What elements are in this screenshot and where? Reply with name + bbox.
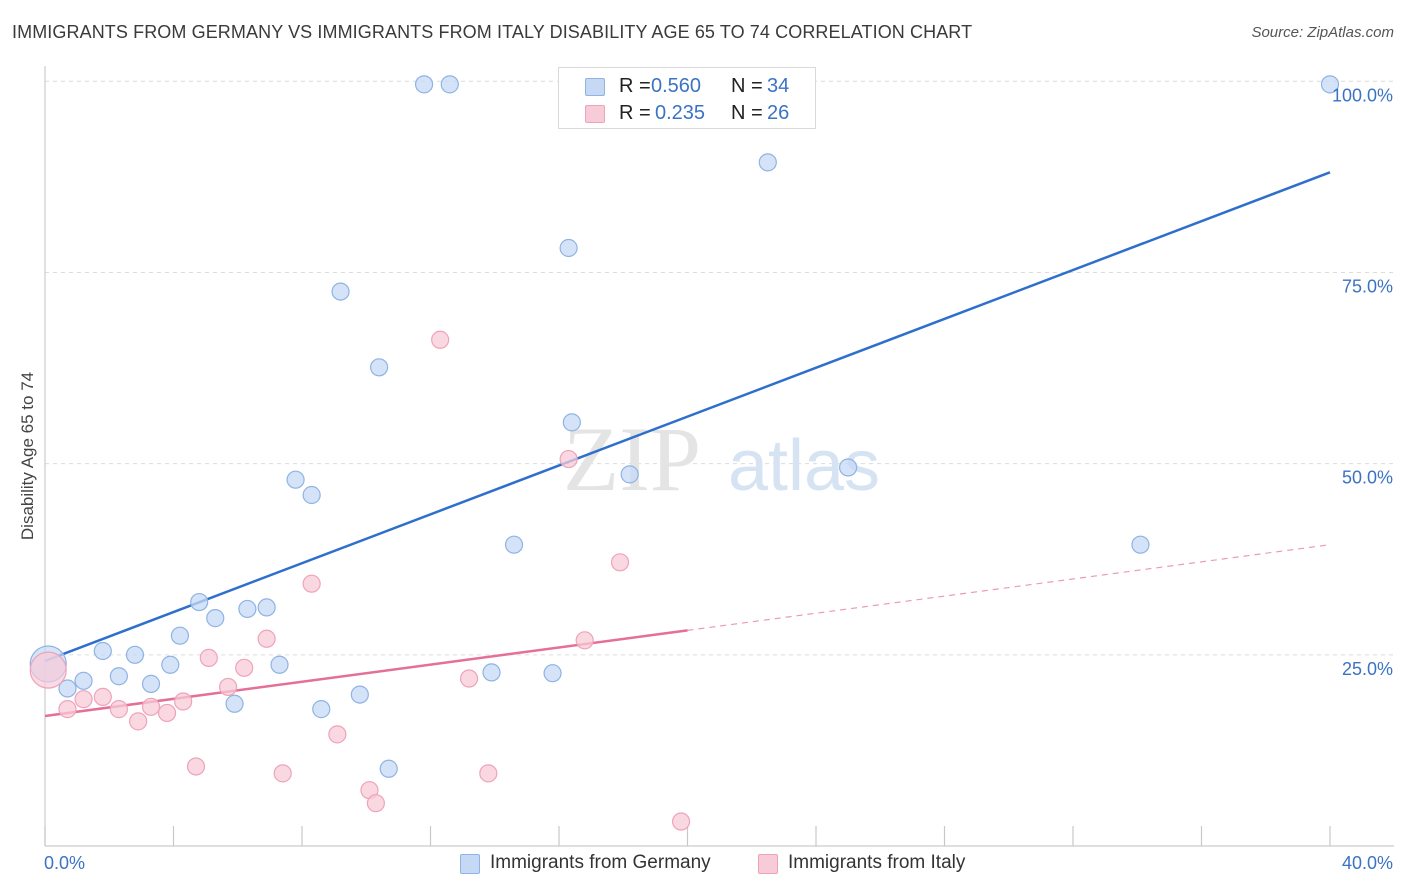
germany-point	[93, 641, 112, 661]
germany-point	[559, 238, 578, 258]
italy-n-label: N =	[731, 102, 763, 124]
germany-point	[206, 609, 225, 628]
italy-n-value: 26	[767, 102, 790, 124]
correlation-legend: R = 0.560 N = 34 R = 0.235 N = 26	[558, 67, 816, 129]
axis-layer	[44, 66, 1394, 847]
italy-point	[575, 631, 594, 650]
italy-point	[29, 651, 67, 689]
italy-point	[186, 757, 206, 776]
italy-point	[366, 794, 385, 813]
italy-point	[328, 725, 347, 744]
germany-r-value: 0.560	[651, 75, 702, 97]
italy-point	[174, 692, 193, 711]
italy-r-value: 0.235	[655, 102, 706, 124]
point-layer	[29, 75, 1340, 831]
germany-point	[270, 655, 289, 674]
germany-point	[1131, 535, 1150, 554]
italy-legend-label: Immigrants from Italy	[788, 852, 966, 873]
x-tick-label: 40.0%	[1342, 853, 1393, 873]
italy-point	[459, 669, 479, 688]
germany-r-label: R =	[619, 75, 651, 97]
y-tick-label: 75.0%	[1342, 276, 1393, 296]
italy-point	[141, 697, 161, 716]
germany-point	[58, 679, 77, 698]
italy-point	[93, 687, 112, 706]
italy-point	[671, 812, 691, 831]
italy-point	[559, 449, 578, 469]
italy-point	[157, 703, 177, 723]
x-tick-label: 0.0%	[44, 853, 85, 873]
germany-point	[312, 700, 331, 719]
tick-label-layer: 25.0% 50.0% 75.0% 100.0% 0.0% 40.0%	[44, 85, 1393, 873]
italy-point	[273, 764, 292, 783]
germany-swatch	[585, 78, 605, 96]
germany-point	[74, 671, 93, 690]
germany-point	[170, 626, 190, 645]
germany-point	[190, 592, 209, 612]
germany-trend-line	[44, 171, 1331, 663]
italy-point	[302, 574, 321, 593]
y-tick-label: 25.0%	[1342, 659, 1393, 679]
italy-point	[479, 764, 498, 783]
germany-point	[620, 465, 639, 484]
watermark: ZIP atlas	[563, 408, 880, 510]
germany-point	[238, 599, 257, 619]
italy-point	[235, 658, 254, 677]
germany-point	[504, 535, 524, 554]
italy-swatch	[585, 105, 605, 123]
germany-point	[141, 674, 161, 693]
y-tick-label: 50.0%	[1342, 468, 1393, 488]
chart-title: IMMIGRANTS FROM GERMANY VS IMMIGRANTS FR…	[12, 22, 973, 42]
italy-trend-line-extension	[687, 544, 1331, 631]
germany-point	[543, 664, 562, 683]
italy-point	[58, 700, 77, 719]
source-label: Source: ZipAtlas.com	[1251, 24, 1394, 41]
germany-point	[331, 282, 350, 301]
germany-point	[379, 759, 398, 778]
germany-point	[257, 598, 276, 617]
germany-point	[370, 358, 389, 377]
germany-point	[839, 458, 858, 477]
germany-point	[440, 75, 459, 94]
germany-point	[562, 413, 581, 432]
italy-point	[74, 690, 93, 709]
germany-point	[161, 655, 180, 674]
italy-point	[431, 330, 450, 349]
italy-point	[257, 629, 276, 648]
germany-point	[350, 685, 369, 704]
germany-point	[286, 470, 305, 489]
italy-r-label: R =	[619, 102, 651, 124]
italy-point	[109, 700, 128, 719]
grid-layer	[45, 80, 1394, 656]
italy-point	[129, 712, 148, 731]
germany-point	[302, 485, 321, 505]
germany-point	[758, 153, 777, 172]
y-tick-label: 100.0%	[1332, 85, 1393, 105]
germany-legend-swatch	[460, 854, 480, 874]
germany-n-label: N =	[731, 75, 763, 97]
germany-point	[414, 75, 434, 94]
italy-point	[199, 648, 218, 667]
germany-point	[125, 645, 145, 664]
germany-point	[482, 663, 501, 682]
watermark-atlas: atlas	[728, 426, 880, 506]
germany-point	[109, 667, 128, 686]
italy-point	[610, 553, 630, 572]
germany-point	[225, 694, 244, 713]
germany-n-value: 34	[767, 75, 790, 97]
italy-point	[219, 677, 238, 697]
italy-legend-swatch	[758, 854, 778, 874]
watermark-zip: ZIP	[563, 408, 701, 510]
germany-point	[1320, 75, 1340, 94]
germany-legend-label: Immigrants from Germany	[490, 852, 711, 873]
